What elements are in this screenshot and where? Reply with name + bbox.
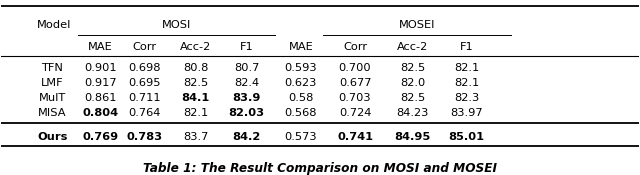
Text: MOSEI: MOSEI <box>399 20 435 30</box>
Text: 84.23: 84.23 <box>396 108 429 118</box>
Text: Acc-2: Acc-2 <box>180 42 211 52</box>
Text: 0.695: 0.695 <box>129 78 161 88</box>
Text: Table 1: The Result Comparison on MOSI and MOSEI: Table 1: The Result Comparison on MOSI a… <box>143 162 497 175</box>
Text: 0.764: 0.764 <box>129 108 161 118</box>
Text: Corr: Corr <box>132 42 157 52</box>
Text: 0.573: 0.573 <box>285 132 317 142</box>
Text: 83.9: 83.9 <box>232 93 261 103</box>
Text: Ours: Ours <box>37 132 68 142</box>
Text: 0.58: 0.58 <box>288 93 314 103</box>
Text: MAE: MAE <box>289 42 313 52</box>
Text: 82.1: 82.1 <box>183 108 209 118</box>
Text: 0.783: 0.783 <box>127 132 163 142</box>
Text: 83.97: 83.97 <box>451 108 483 118</box>
Text: 82.5: 82.5 <box>183 78 209 88</box>
Text: TFN: TFN <box>42 63 63 73</box>
Text: 0.917: 0.917 <box>84 78 116 88</box>
Text: MAE: MAE <box>88 42 113 52</box>
Text: Acc-2: Acc-2 <box>397 42 428 52</box>
Text: MulT: MulT <box>39 93 66 103</box>
Text: 0.741: 0.741 <box>337 132 373 142</box>
Text: 84.1: 84.1 <box>182 93 210 103</box>
Text: 82.5: 82.5 <box>400 93 425 103</box>
Text: 82.1: 82.1 <box>454 78 479 88</box>
Text: 0.724: 0.724 <box>339 108 371 118</box>
Text: 0.700: 0.700 <box>339 63 371 73</box>
Text: 0.703: 0.703 <box>339 93 371 103</box>
Text: 82.03: 82.03 <box>228 108 265 118</box>
Text: LMF: LMF <box>41 78 63 88</box>
Text: 82.5: 82.5 <box>400 63 425 73</box>
Text: Model: Model <box>36 20 71 30</box>
Text: 84.95: 84.95 <box>394 132 431 142</box>
Text: 80.8: 80.8 <box>183 63 209 73</box>
Text: 0.861: 0.861 <box>84 93 116 103</box>
Text: F1: F1 <box>460 42 474 52</box>
Text: F1: F1 <box>240 42 253 52</box>
Text: 83.7: 83.7 <box>183 132 209 142</box>
Text: 0.804: 0.804 <box>82 108 118 118</box>
Text: 0.901: 0.901 <box>84 63 116 73</box>
Text: 82.4: 82.4 <box>234 78 259 88</box>
Text: 0.677: 0.677 <box>339 78 371 88</box>
Text: Corr: Corr <box>343 42 367 52</box>
Text: 84.2: 84.2 <box>232 132 261 142</box>
Text: 80.7: 80.7 <box>234 63 259 73</box>
Text: MISA: MISA <box>38 108 67 118</box>
Text: 0.593: 0.593 <box>285 63 317 73</box>
Text: 82.1: 82.1 <box>454 63 479 73</box>
Text: 82.3: 82.3 <box>454 93 479 103</box>
Text: 0.623: 0.623 <box>285 78 317 88</box>
Text: 85.01: 85.01 <box>449 132 484 142</box>
Text: 82.0: 82.0 <box>400 78 425 88</box>
Text: 0.698: 0.698 <box>129 63 161 73</box>
Text: 0.769: 0.769 <box>82 132 118 142</box>
Text: MOSI: MOSI <box>162 20 191 30</box>
Text: 0.568: 0.568 <box>285 108 317 118</box>
Text: 0.711: 0.711 <box>129 93 161 103</box>
